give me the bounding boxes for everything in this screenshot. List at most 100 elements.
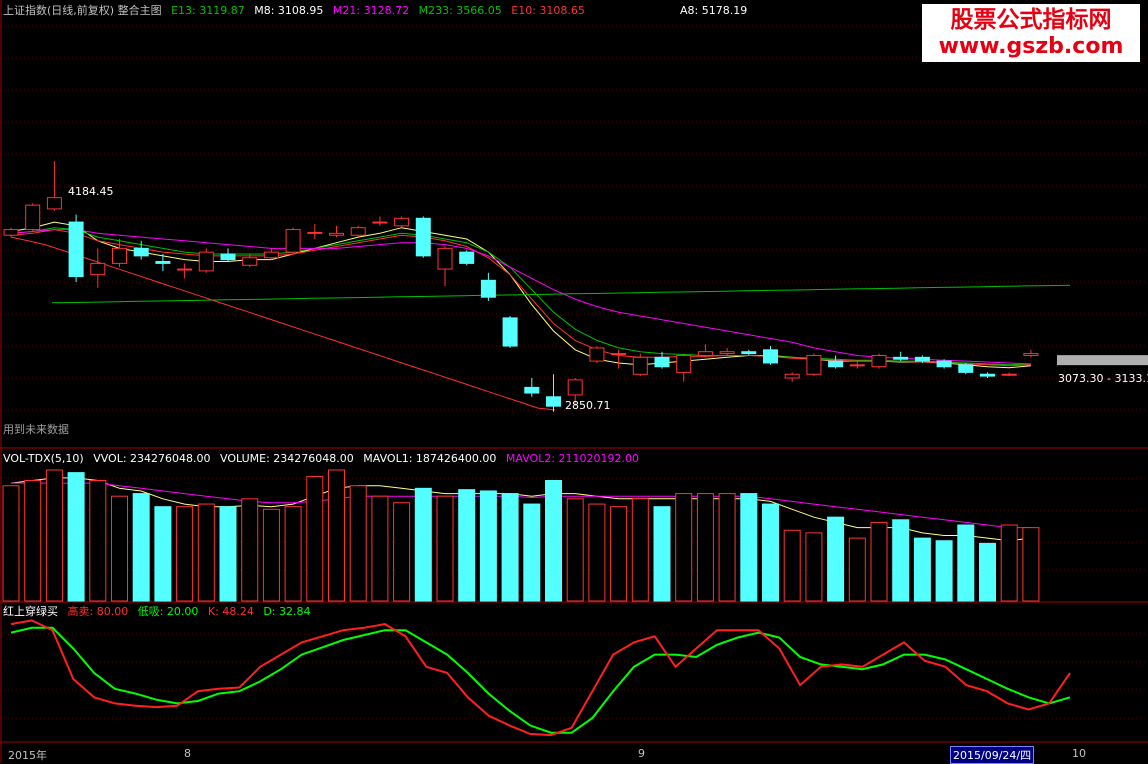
candle-12 xyxy=(263,248,279,260)
volume-header: VOL-TDX(5,10) VVOL: 234276048.00 VOLUME:… xyxy=(3,452,645,465)
candle-body-11 xyxy=(242,257,258,266)
candle-38 xyxy=(828,355,844,369)
candle-23 xyxy=(502,316,518,348)
candle-body-43 xyxy=(936,360,952,368)
candle-44 xyxy=(958,362,974,375)
candle-body-9 xyxy=(198,251,214,272)
kd-line-d xyxy=(10,626,1071,734)
candles xyxy=(3,161,1148,412)
volume-average-lines xyxy=(10,477,1031,542)
candle-body-14 xyxy=(307,231,323,234)
high-annotation: 4184.45 xyxy=(68,185,114,198)
volume-bar-8 xyxy=(176,506,194,602)
volume-bar-15 xyxy=(328,469,345,602)
candle-4 xyxy=(90,248,106,288)
candle-body-33 xyxy=(719,351,735,355)
volume-bar-5 xyxy=(111,495,128,602)
volume-bar-16 xyxy=(349,485,367,602)
m8-value: M8: 3108.95 xyxy=(254,4,324,17)
volume-bar-40 xyxy=(870,521,888,602)
candle-body-19 xyxy=(415,217,431,257)
candle-0 xyxy=(3,227,19,238)
cursor-date: 2015/09/24/四 xyxy=(950,746,1035,764)
candle-body-39 xyxy=(849,364,865,367)
volume-bar-21 xyxy=(458,489,476,602)
volume-bar-30 xyxy=(653,506,671,602)
candle-9 xyxy=(198,248,214,273)
buy-level: 低吸: 20.00 xyxy=(137,605,199,618)
x-label-oct: 10 xyxy=(1072,747,1086,760)
volume-bar-41 xyxy=(892,519,910,602)
candle-body-36 xyxy=(784,373,800,379)
candle-body-21 xyxy=(459,251,475,264)
volume-bars xyxy=(2,469,1040,602)
volume-bar-25 xyxy=(545,479,562,602)
volume-bar-34 xyxy=(740,493,758,602)
candle-11 xyxy=(242,254,258,268)
candle-body-0 xyxy=(3,229,19,236)
volume-bar-11 xyxy=(241,498,259,602)
volume-bar-10 xyxy=(219,506,237,602)
candle-body-16 xyxy=(350,227,366,236)
candle-45 xyxy=(980,372,995,378)
candle-7 xyxy=(155,254,171,271)
e10-value: E10: 3108.65 xyxy=(511,4,585,17)
volume-bar-18 xyxy=(393,502,411,602)
volume-bar-1 xyxy=(24,479,42,602)
candle-39 xyxy=(849,361,865,369)
volume-bar-46 xyxy=(1000,524,1018,602)
volume-bar-23 xyxy=(501,493,519,602)
volume-bar-29 xyxy=(631,498,649,602)
ma-line-m21 xyxy=(10,229,1031,365)
a8-value: A8: 5178.19 xyxy=(680,4,748,17)
volume-bar-3 xyxy=(67,472,85,602)
ma-line-e10 xyxy=(10,229,1031,367)
volume-bar-6 xyxy=(132,493,150,602)
candle-body-25 xyxy=(546,396,561,407)
d-value: D: 32.84 xyxy=(263,605,311,618)
ma-line-m233 xyxy=(51,284,1071,304)
k-value: K: 48.24 xyxy=(207,605,254,618)
volume-bar-44 xyxy=(957,524,975,602)
watermark-logo: 股票公式指标网 www.gszb.com xyxy=(922,4,1140,62)
candle-body-40 xyxy=(871,354,887,368)
low-annotation: 2850.71 xyxy=(565,399,611,412)
volume-bar-47 xyxy=(1022,527,1040,602)
candle-29 xyxy=(632,353,648,377)
volume-bar-17 xyxy=(371,495,389,602)
candle-body-41 xyxy=(893,356,909,360)
x-label-aug: 8 xyxy=(184,747,191,760)
volume-bar-13 xyxy=(284,506,302,602)
x-label-2015: 2015年 xyxy=(8,749,47,762)
candle-22 xyxy=(480,272,496,301)
candle-body-15 xyxy=(329,232,344,236)
candle-body-18 xyxy=(394,217,410,227)
kd-line-k xyxy=(10,619,1071,737)
volume-bar-35 xyxy=(762,503,779,602)
future-data-note: 用到未来数据 xyxy=(3,423,69,436)
volume-bar-45 xyxy=(979,542,996,602)
candle-body-47 xyxy=(1023,353,1039,356)
volume-bar-7 xyxy=(154,506,172,602)
volume-bar-24 xyxy=(523,503,541,602)
candle-body-26 xyxy=(567,379,583,396)
candle-10 xyxy=(220,248,236,262)
candle-42 xyxy=(914,355,930,363)
volume-bar-36 xyxy=(783,529,801,602)
candle-6 xyxy=(133,240,149,260)
candle-34 xyxy=(741,349,757,356)
volume-value: VOLUME: 234276048.00 xyxy=(220,452,354,465)
candle-19 xyxy=(415,216,431,258)
volume-bar-42 xyxy=(913,537,931,602)
candle-body-2 xyxy=(46,197,62,210)
candle-body-4 xyxy=(90,262,106,276)
volume-bar-32 xyxy=(696,493,714,602)
candle-body-24 xyxy=(524,386,540,394)
candle-37 xyxy=(806,353,822,377)
candle-14 xyxy=(307,223,323,239)
sell-level: 高卖: 80.00 xyxy=(67,605,129,618)
candle-47 xyxy=(1023,349,1039,358)
candle-body-32 xyxy=(697,351,713,356)
candle-body-31 xyxy=(676,354,692,373)
